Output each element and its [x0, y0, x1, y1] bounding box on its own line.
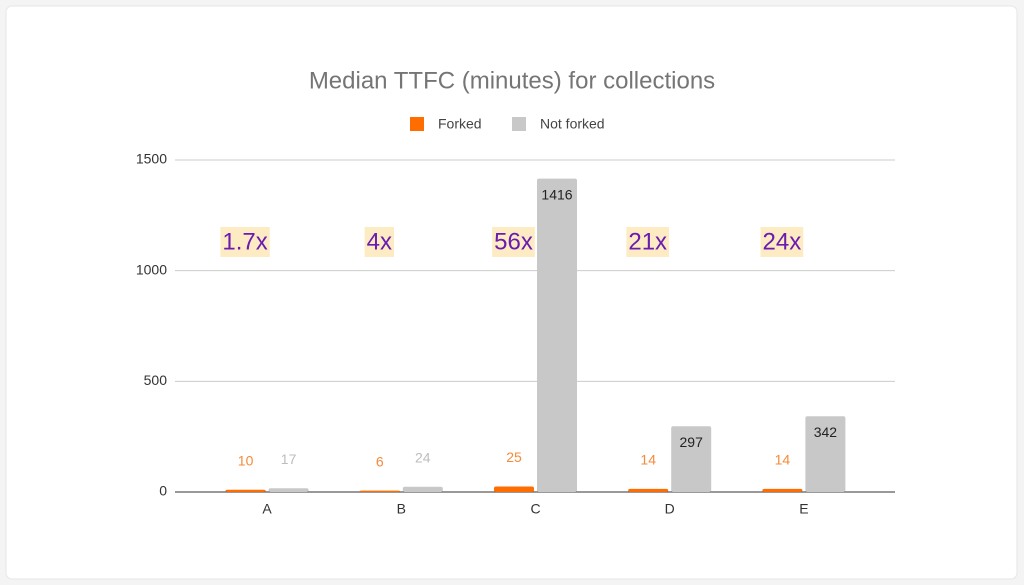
x-tick-label: B [397, 501, 406, 517]
x-tick-label: E [799, 501, 808, 517]
data-label: 6 [376, 453, 384, 469]
annotation-background [626, 227, 670, 257]
y-tick-label: 1000 [136, 261, 167, 277]
bar [805, 416, 846, 492]
data-label: 10 [238, 452, 254, 468]
annotation: 56x [494, 228, 533, 255]
bar [762, 488, 803, 492]
data-label: 14 [775, 452, 791, 468]
legend-label: Forked [438, 116, 482, 132]
y-tick-label: 500 [144, 372, 168, 388]
bar [671, 426, 712, 492]
card [5, 5, 1018, 580]
legend-swatch [512, 117, 526, 131]
annotation-background [492, 227, 535, 257]
annotation: 24x [763, 228, 802, 255]
x-tick-label: A [262, 501, 272, 517]
chart-title: Median TTFC (minutes) for collections [309, 67, 715, 94]
data-label: 297 [680, 434, 704, 450]
legend-label: Not forked [540, 116, 605, 132]
bar [359, 490, 400, 492]
bar [628, 488, 669, 492]
bar [225, 489, 266, 492]
data-label: 17 [281, 451, 297, 467]
bar [494, 486, 534, 492]
data-label: 25 [506, 449, 522, 465]
annotation-background [760, 227, 804, 257]
data-label: 24 [415, 449, 431, 465]
x-tick-label: D [665, 501, 675, 517]
data-label: 1416 [541, 186, 572, 202]
bar [402, 486, 443, 492]
y-tick-label: 1500 [136, 151, 167, 167]
bar [537, 178, 577, 493]
annotation: 1.7x [222, 228, 267, 255]
data-label: 342 [814, 424, 838, 440]
x-tick-label: C [530, 501, 540, 517]
annotation-background [364, 227, 394, 257]
y-tick-label: 0 [159, 483, 167, 499]
annotation: 21x [628, 228, 667, 255]
legend-swatch [410, 117, 424, 131]
annotation-background [220, 227, 270, 257]
annotation: 4x [367, 228, 392, 255]
bar [268, 488, 309, 492]
data-label: 14 [640, 452, 656, 468]
